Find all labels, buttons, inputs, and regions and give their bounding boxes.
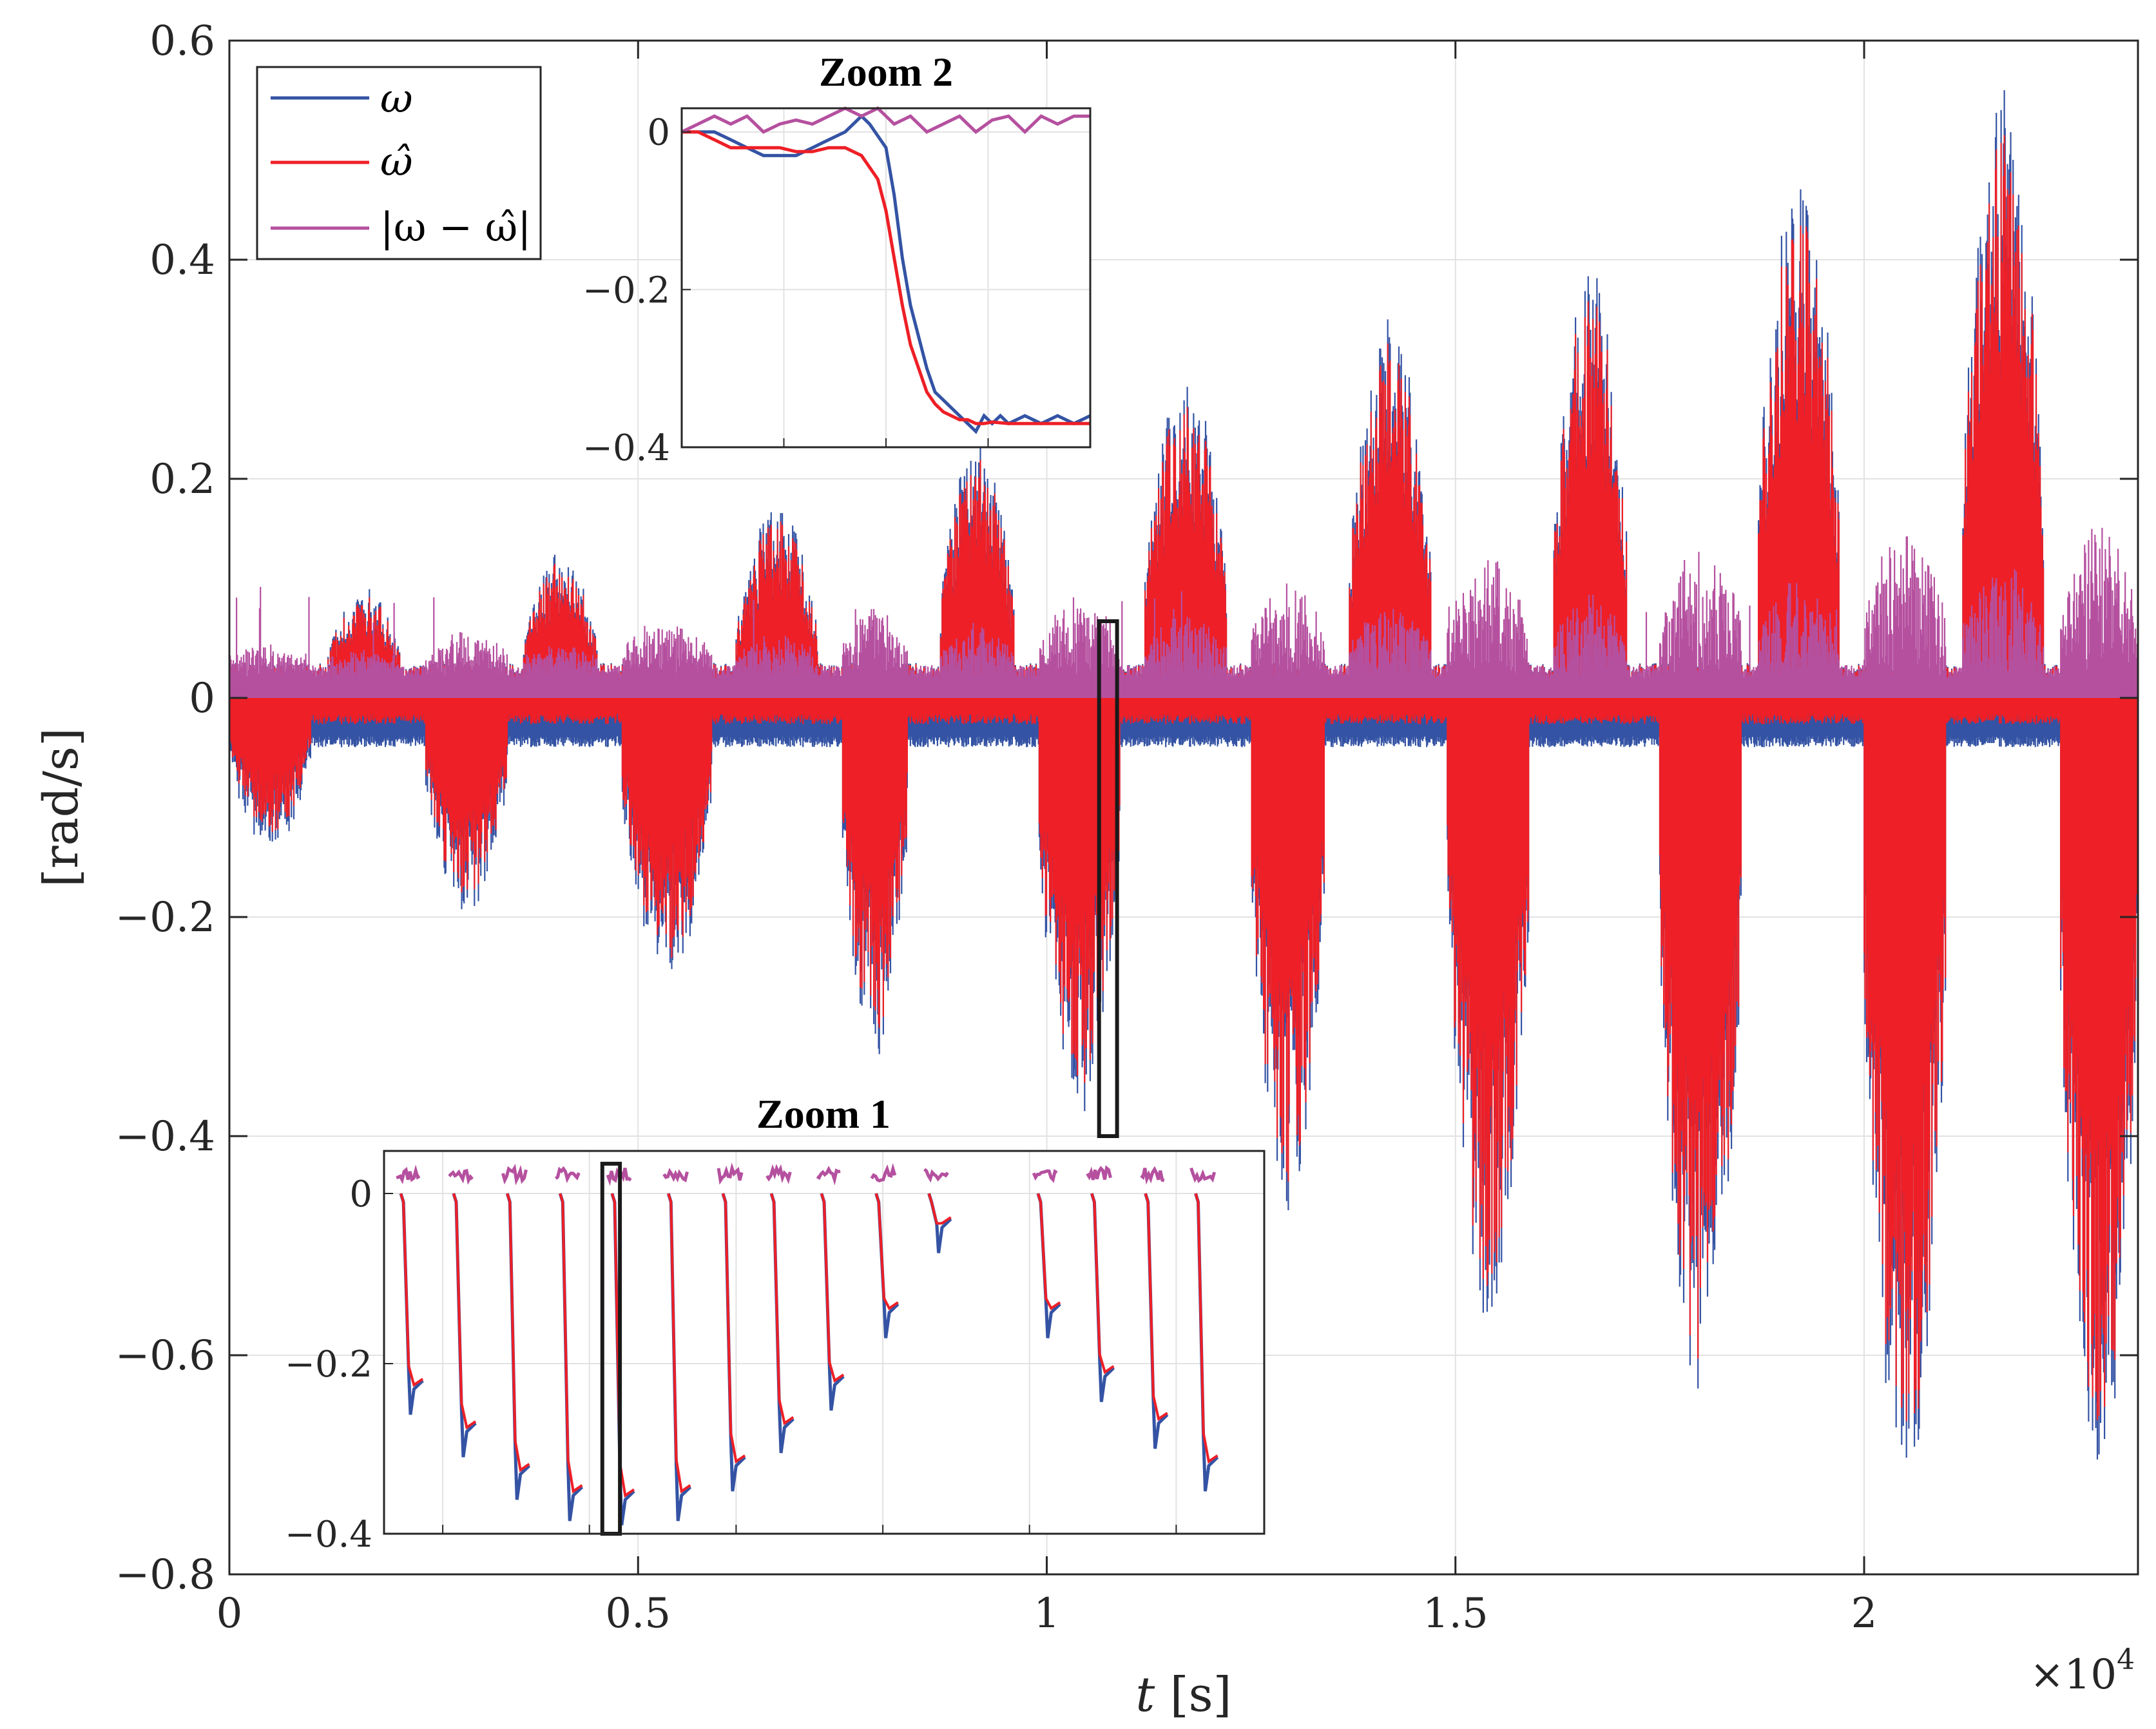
zoom1-omega-hat-step [820, 1193, 845, 1383]
zoom2-ytick-label: −0.2 [582, 269, 670, 311]
zoom1-omega-hat-step [399, 1193, 424, 1387]
main-xtick-label: 1.5 [1423, 1590, 1488, 1637]
y-axis-label: [rad/s] [34, 728, 89, 887]
zoom1-error-bump [1086, 1165, 1112, 1181]
zoom1-inset: 0 −0.2 −0.4 Zoom 1 [285, 1091, 1266, 1556]
zoom2-ytick-label: −0.4 [582, 427, 670, 469]
x-multiplier: ×104 [2030, 1643, 2135, 1699]
zoom1-ytick-label: −0.2 [285, 1344, 372, 1386]
zoom2-inset: 0 −0.2 −0.4 Zoom 2 [582, 49, 1092, 469]
main-ytick-label: 0 [189, 675, 215, 722]
main-xtick-label: 0 [217, 1590, 243, 1637]
zoom1-omega-hat-step [452, 1193, 477, 1430]
zoom1-omega-hat-step [1194, 1193, 1218, 1464]
zoom1-error-bump [501, 1164, 528, 1186]
main-xtick-label: 0.5 [605, 1590, 671, 1637]
x-axis-var: t [1136, 1667, 1155, 1723]
zoom1-omega-hat-step [721, 1193, 746, 1464]
zoom1-error-bump [870, 1163, 897, 1183]
main-ytick-label: 0.4 [149, 237, 215, 284]
zoom1-omega-hat-step [506, 1193, 530, 1473]
zoom1-omega-hat-step [559, 1193, 583, 1494]
zoom1-error-bump [448, 1168, 474, 1185]
main-ytick-label: −0.4 [115, 1113, 215, 1161]
zoom1-ytick-label: 0 [349, 1174, 372, 1215]
main-data [228, 90, 2139, 1460]
zoom1-error-bump [1032, 1169, 1058, 1183]
legend-label-omega-hat: ω̂ [380, 138, 413, 185]
zoom2-ticks: 0 −0.2 −0.4 [582, 112, 989, 469]
zoom1-error-bump [1189, 1167, 1217, 1184]
zoom1-ticks: 0 −0.2 −0.4 [285, 1174, 1177, 1556]
zoom2-omega-line [682, 113, 1092, 434]
zoom1-omega-hat-step [1036, 1193, 1061, 1311]
zoom1-error-bump [816, 1165, 841, 1186]
main-xtick-label: 2 [1851, 1590, 1878, 1637]
zoom1-omega-hat-step [1090, 1193, 1115, 1375]
main-xtick-label: 1 [1034, 1590, 1060, 1637]
main-ytick-label: −0.2 [115, 894, 215, 942]
x-axis-unit: [s] [1155, 1667, 1231, 1723]
zoom1-error-bump [554, 1166, 581, 1184]
main-ytick-label: −0.8 [115, 1551, 215, 1599]
main-zoom-box [1097, 619, 1119, 1138]
zoom1-ytick-label: −0.4 [285, 1514, 372, 1556]
zoom1-omega-hat-step [927, 1193, 952, 1225]
legend-label-error: |ω − ω̂| [380, 204, 531, 251]
main-ytick-label: 0.6 [149, 17, 215, 65]
zoom1-error-bump [923, 1168, 949, 1183]
main-ytick-label: 0.2 [149, 456, 215, 503]
zoom1-error-bump [1140, 1166, 1165, 1185]
main-axes-frame [228, 39, 2139, 1576]
main-zoom2-box [1097, 619, 1119, 1138]
zoom2-ytick-label: 0 [647, 112, 670, 154]
zoom1-error-bump [662, 1168, 689, 1183]
zoom2-error-line [680, 106, 1090, 135]
zoom1-data [396, 1163, 1219, 1526]
zoom2-title: Zoom 2 [819, 49, 953, 95]
zoom1-omega-hat-step [770, 1193, 794, 1425]
zoom1-title: Zoom 1 [756, 1091, 890, 1137]
x-axis-label: t [s] [1136, 1667, 1232, 1723]
zoom1-error-bump [765, 1164, 792, 1184]
x-multiplier-base: ×10 [2030, 1651, 2117, 1699]
zoom1-error-bump [717, 1163, 744, 1185]
zoom2-data [680, 106, 1092, 434]
main-ytick-label: −0.6 [115, 1332, 215, 1380]
legend-label-omega: ω [380, 75, 413, 122]
zoom1-frame [383, 1150, 1266, 1535]
zoom1-omega-hat-step [1144, 1193, 1168, 1422]
zoom1-omega-hat-step [667, 1193, 691, 1494]
x-multiplier-exp: 4 [2117, 1643, 2135, 1676]
zoom1-error-bump [396, 1164, 421, 1184]
legend: ω ω̂ |ω − ω̂| [256, 66, 542, 260]
main-ticks: 0 0.5 1 1.5 2 0.6 0.4 0.2 0 −0.2 −0.4 −0.6 −0.8 [115, 17, 2138, 1637]
zoom1-omega-hat-step [874, 1193, 899, 1311]
zoom2-omega-hat-line [682, 130, 1090, 425]
